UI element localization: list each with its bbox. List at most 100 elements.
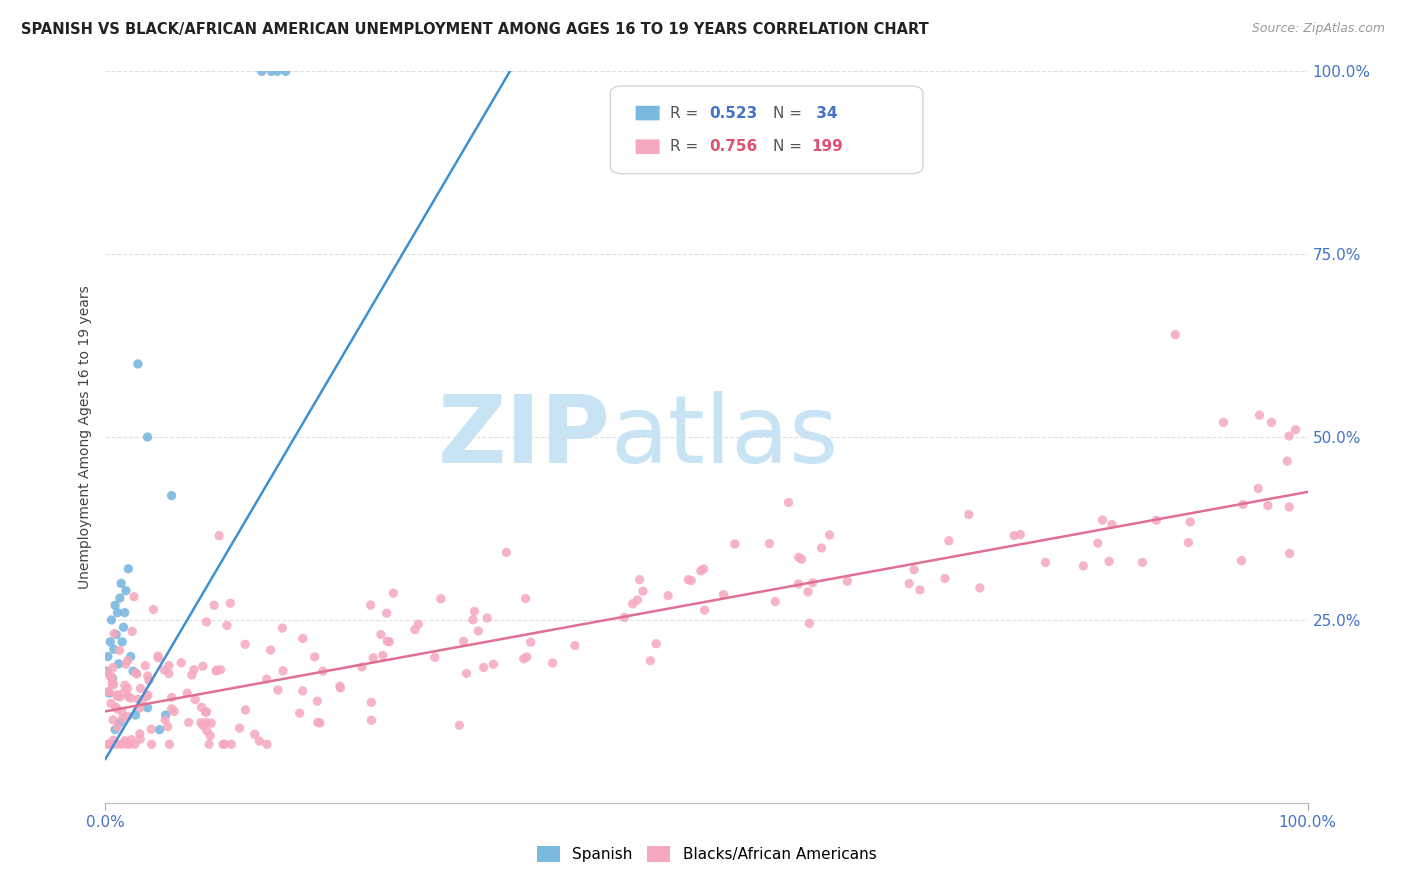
Point [98,686,121,700]
Point [456,666,478,681]
Point [1230,554,1253,568]
Point [97,649,120,664]
Point [837,574,859,589]
Point [160,702,183,716]
Point [117,562,139,576]
Point [259,643,281,657]
Point [404,623,426,637]
Point [157,658,180,673]
Point [190,715,212,730]
Point [797,585,820,599]
Point [153,713,176,727]
Point [360,695,382,709]
Point [1257,499,1279,513]
Point [107,606,129,620]
Point [157,737,180,751]
Point [107,657,129,671]
Point [105,702,128,716]
Point [146,649,169,664]
Point [131,695,153,709]
Point [516,650,538,665]
Point [212,737,235,751]
Point [105,720,128,734]
Point [163,705,186,719]
Text: SPANISH VS BLACK/AFRICAN AMERICAN UNEMPLOYMENT AMONG AGES 16 TO 19 YEARS CORRELA: SPANISH VS BLACK/AFRICAN AMERICAN UNEMPL… [21,22,929,37]
Point [247,734,270,748]
Point [461,613,484,627]
Text: N =: N = [773,105,807,120]
Point [621,597,644,611]
Point [1278,546,1301,560]
Point [105,627,128,641]
Point [1164,327,1187,342]
Point [1278,429,1301,443]
Point [1071,558,1094,573]
Point [613,610,636,624]
Point [134,658,156,673]
Point [291,632,314,646]
Point [1278,500,1301,514]
Point [108,591,131,605]
Point [115,583,138,598]
Point [194,705,217,719]
Point [799,616,821,631]
Point [787,550,810,565]
Point [375,607,398,621]
Point [127,692,149,706]
Point [541,656,564,670]
Point [309,715,332,730]
Text: 34: 34 [811,105,838,120]
Point [515,591,537,606]
Point [657,589,679,603]
Point [136,669,159,683]
Point [122,590,145,604]
Point [1260,416,1282,430]
Point [375,634,398,648]
Point [117,654,139,668]
Point [1101,517,1123,532]
Point [763,594,786,608]
Point [97,684,120,698]
Point [370,627,392,641]
Point [271,621,294,635]
Point [778,495,800,509]
Point [101,674,124,689]
Point [790,552,813,566]
Point [176,686,198,700]
Point [291,684,314,698]
Point [219,596,242,610]
Point [209,663,232,677]
Point [120,649,142,664]
Point [190,700,212,714]
Text: ZIP: ZIP [437,391,610,483]
Point [1035,556,1057,570]
Point [97,737,120,751]
Point [195,715,218,730]
Point [124,665,146,680]
Point [136,430,159,444]
Point [97,684,120,698]
Point [908,582,931,597]
Text: 0.523: 0.523 [709,105,758,120]
Point [121,624,143,639]
Point [195,615,218,629]
Point [170,656,193,670]
Point [104,700,127,714]
Point [274,64,297,78]
Point [180,668,202,682]
Point [198,737,221,751]
Point [312,665,335,679]
Point [135,690,157,704]
Point [96,664,118,678]
Point [104,723,127,737]
Point [136,700,159,714]
Point [898,576,921,591]
Point [127,357,149,371]
Point [124,708,146,723]
Point [304,649,326,664]
Text: Source: ZipAtlas.com: Source: ZipAtlas.com [1251,22,1385,36]
Point [449,718,471,732]
Point [183,663,205,677]
Point [148,651,170,665]
Point [108,715,131,730]
